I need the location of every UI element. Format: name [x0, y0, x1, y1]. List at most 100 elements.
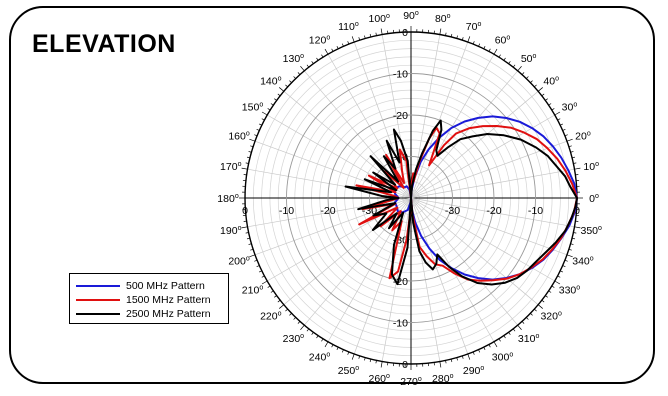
- outer-tick: [300, 324, 305, 330]
- outer-tick: [450, 33, 453, 38]
- outer-tick: [517, 66, 522, 72]
- angle-label: 60o: [495, 35, 511, 47]
- legend-swatch-1500: [76, 298, 120, 301]
- angle-label: 120o: [309, 35, 331, 47]
- outer-tick: [557, 275, 561, 278]
- outer-tick: [241, 226, 248, 229]
- outer-tick: [250, 145, 254, 148]
- outer-tick: [534, 308, 537, 312]
- outer-tick: [245, 162, 249, 164]
- legend-label-2500: 2500 MHz Pattern: [126, 307, 211, 320]
- outer-tick: [311, 332, 314, 335]
- outer-tick: [503, 335, 506, 339]
- outer-tick: [545, 98, 548, 101]
- outer-tick: [261, 275, 265, 278]
- angle-label: 300o: [492, 351, 514, 363]
- figure-frame: [9, 6, 655, 384]
- outer-tick: [347, 41, 350, 45]
- angle-label: 260o: [369, 373, 391, 385]
- angle-label: 330o: [559, 285, 581, 297]
- outer-tick: [554, 111, 561, 116]
- outer-tick: [545, 295, 548, 298]
- outer-tick: [557, 118, 561, 121]
- outer-tick: [478, 349, 481, 353]
- outer-tick: [375, 32, 377, 36]
- outer-tick: [445, 360, 447, 364]
- outer-tick: [267, 285, 271, 288]
- angle-label: 150o: [242, 102, 264, 114]
- legend-item: 500 MHz Pattern: [76, 279, 205, 292]
- outer-tick: [249, 254, 256, 258]
- legend-item: 2500 MHz Pattern: [76, 307, 211, 320]
- outer-tick: [306, 64, 310, 68]
- angle-label: 320o: [540, 311, 562, 323]
- legend-label-1500: 1500 MHz Pattern: [126, 293, 211, 306]
- legend-swatch-500: [76, 284, 120, 287]
- outer-tick: [256, 265, 260, 268]
- legend-item: 1500 MHz Pattern: [76, 293, 211, 306]
- outer-tick: [321, 338, 324, 342]
- angle-label: 190o: [220, 225, 242, 237]
- angle-label: 20o: [575, 130, 591, 142]
- outer-tick: [277, 93, 281, 97]
- outer-tick: [285, 84, 288, 88]
- outer-tick: [285, 308, 288, 312]
- outer-tick: [483, 347, 486, 351]
- outer-tick: [472, 351, 475, 355]
- ring-label-left: -10: [279, 205, 294, 217]
- outer-tick: [570, 243, 574, 245]
- chart-title: ELEVATION: [32, 30, 176, 58]
- angle-label: 220o: [260, 311, 282, 323]
- outer-tick: [341, 43, 344, 47]
- outer-tick: [331, 344, 334, 348]
- ring-label-bottom: -10: [393, 318, 408, 330]
- outer-tick: [573, 232, 577, 234]
- angle-label: 240o: [309, 351, 331, 363]
- outer-tick: [375, 360, 377, 364]
- outer-tick: [439, 28, 442, 35]
- outer-tick: [306, 328, 310, 332]
- outer-tick: [380, 361, 383, 368]
- angle-label: 340o: [572, 256, 594, 268]
- outer-tick: [573, 162, 577, 164]
- outer-tick: [246, 237, 251, 240]
- legend: 500 MHz Pattern 1500 MHz Pattern 2500 MH…: [69, 273, 229, 324]
- ring-label-right: -20: [486, 205, 501, 217]
- outer-tick: [267, 108, 271, 111]
- outer-tick: [508, 332, 511, 335]
- outer-tick: [534, 84, 537, 88]
- outer-tick: [530, 80, 533, 83]
- outer-tick: [551, 108, 555, 111]
- outer-tick: [289, 80, 292, 83]
- outer-tick: [279, 304, 285, 309]
- angle-label: 30o: [562, 102, 578, 114]
- outer-tick: [293, 76, 296, 79]
- outer-tick: [245, 232, 249, 234]
- angle-label: 50o: [521, 53, 537, 65]
- angle-label: 350o: [581, 225, 603, 237]
- outer-tick: [358, 37, 361, 41]
- outer-tick: [467, 36, 471, 43]
- outer-tick: [574, 167, 581, 170]
- outer-tick: [316, 57, 319, 61]
- outer-tick: [256, 128, 260, 131]
- legend-label-500: 500 MHz Pattern: [126, 279, 205, 292]
- angle-label: 110o: [338, 21, 359, 33]
- outer-tick: [541, 93, 545, 97]
- outer-tick: [456, 35, 458, 39]
- outer-tick: [380, 28, 383, 35]
- ring-label-right: 0: [574, 205, 580, 217]
- outer-tick: [274, 295, 277, 298]
- angle-label: 230o: [283, 333, 305, 345]
- ring-label-bottom: -20: [393, 276, 408, 288]
- outer-tick: [530, 313, 533, 316]
- outer-tick: [512, 328, 516, 332]
- outer-tick: [358, 355, 361, 359]
- angle-label: 80o: [435, 13, 451, 25]
- outer-tick: [483, 45, 486, 49]
- angle-label: 100o: [369, 13, 391, 25]
- outer-tick: [248, 243, 252, 245]
- outer-tick: [311, 61, 314, 64]
- outer-tick: [560, 270, 564, 273]
